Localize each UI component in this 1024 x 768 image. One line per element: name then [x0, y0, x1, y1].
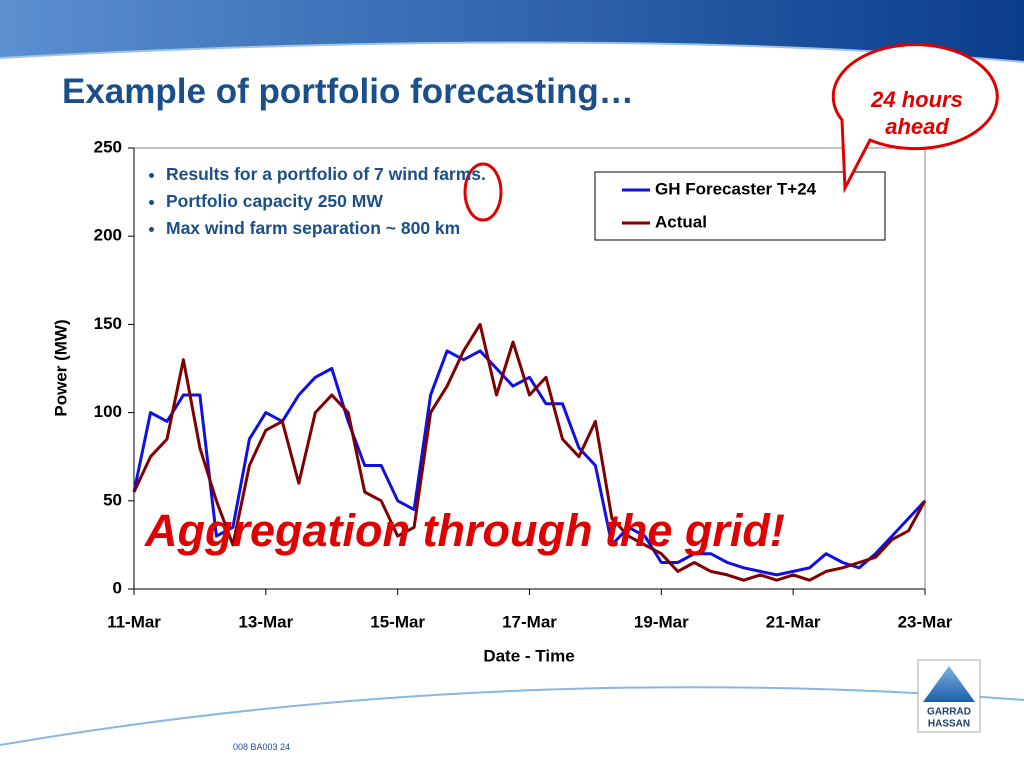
- callout-bubble: [831, 43, 999, 194]
- y-tick-label: 200: [94, 226, 122, 245]
- bullet: Portfolio capacity 250 MW: [166, 191, 566, 211]
- y-tick-label: 50: [103, 490, 122, 509]
- highlight-circle: [463, 162, 503, 222]
- x-tick-label: 15-Mar: [370, 612, 425, 631]
- footer-swoosh: [0, 686, 1024, 746]
- bullet: Results for a portfolio of 7 wind farms.: [166, 164, 566, 184]
- plot: 0 50 100 150 200 250 11-Mar 13-Mar 15-Mar 17-Mar 1…: [94, 137, 953, 631]
- y-tick-label: 250: [94, 137, 122, 156]
- y-tick-label: 100: [94, 402, 122, 421]
- y-axis-label: Power (MW): [51, 319, 70, 416]
- x-tick-label: 23-Mar: [898, 612, 953, 631]
- logo-triangle: [923, 666, 975, 702]
- x-tick-label: 21-Mar: [766, 612, 821, 631]
- footer-text: 008 BA003 24: [233, 742, 291, 752]
- overlay-text: Aggregation through the grid!: [145, 505, 785, 556]
- x-tick-label: 19-Mar: [634, 612, 689, 631]
- bullet: Max wind farm separation ~ 800 km: [166, 218, 566, 238]
- slide-title: Example of portfolio forecasting…: [62, 72, 634, 111]
- series-line: [132, 322, 927, 582]
- y-tick-label: 0: [113, 578, 122, 597]
- x-axis-label: Date - Time: [483, 646, 574, 665]
- logo-text: HASSAN: [928, 719, 970, 730]
- bullet-list: Results for a portfolio of 7 wind farms.…: [146, 164, 566, 245]
- y-tick-label: 150: [94, 314, 122, 333]
- legend-box: [594, 171, 886, 241]
- series-line: [132, 349, 927, 577]
- legend-label: GH Forecaster T+24: [655, 179, 817, 198]
- legend-label: Actual: [655, 212, 707, 231]
- callout-text: 24 hours ahead: [871, 87, 963, 139]
- logo-text: GARRAD: [927, 707, 971, 718]
- x-tick-label: 17-Mar: [502, 612, 557, 631]
- x-tick-label: 11-Mar: [107, 612, 161, 631]
- x-tick-label: 13-Mar: [238, 612, 293, 631]
